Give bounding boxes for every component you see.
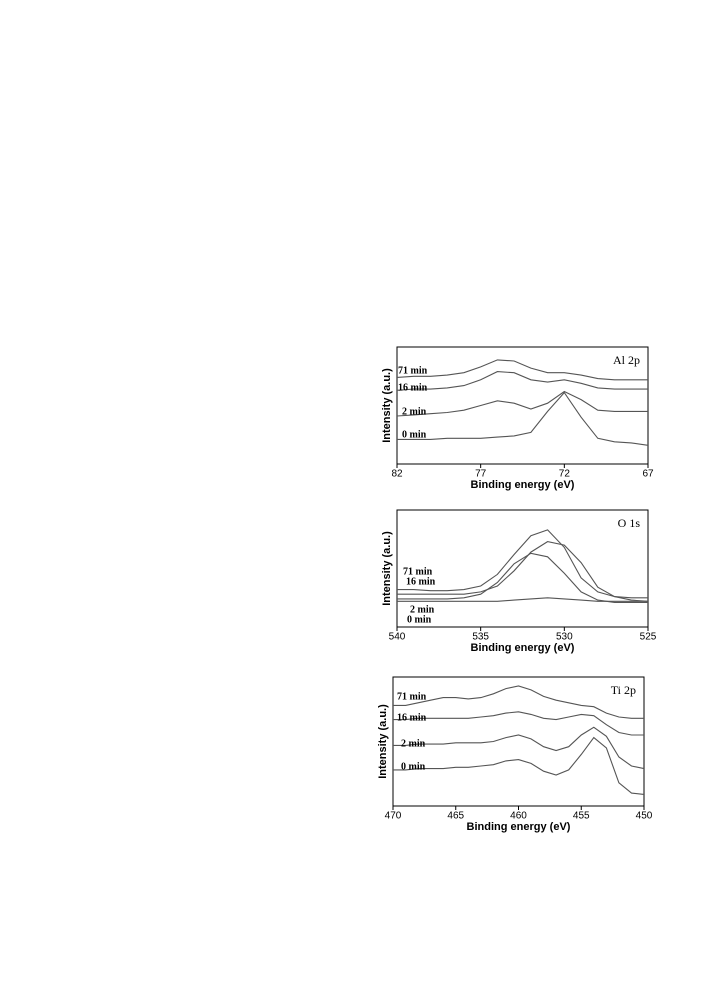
x-tick-label: 525 xyxy=(640,632,657,643)
x-axis-label: Binding energy (eV) xyxy=(471,642,575,654)
x-tick-label: 72 xyxy=(559,469,571,480)
curve-label: 2 min xyxy=(402,406,427,417)
plot-frame xyxy=(396,509,649,628)
x-tick-label: 82 xyxy=(391,469,403,480)
x-tick-label: 470 xyxy=(385,811,402,822)
curve-label: 16 min xyxy=(406,576,436,587)
plot-frame xyxy=(396,346,649,465)
curve-label: 71 min xyxy=(398,365,428,376)
curve-label: 71 min xyxy=(403,566,433,577)
curve-label: 2 min xyxy=(401,738,426,749)
curve-label: 0 min xyxy=(402,429,427,440)
x-tick-label: 77 xyxy=(475,469,487,480)
x-tick-label: 460 xyxy=(510,811,527,822)
spectrum-line xyxy=(393,711,644,736)
spectrum-line xyxy=(396,371,648,391)
spectrum-line xyxy=(393,726,645,770)
spectrum-line xyxy=(393,736,645,795)
spectrum-line xyxy=(397,541,649,602)
spectrum-line xyxy=(397,529,648,599)
x-tick-label: 465 xyxy=(447,811,464,822)
x-tick-label: 67 xyxy=(642,469,654,480)
x-tick-label: 540 xyxy=(389,632,406,643)
y-axis-label: Intensity (a.u.) xyxy=(381,368,393,443)
curve-label: 16 min xyxy=(397,712,427,723)
spectrum-line xyxy=(397,391,649,446)
y-axis-label: Intensity (a.u.) xyxy=(377,704,389,779)
spectrum-line xyxy=(393,685,644,719)
plot-frame xyxy=(392,676,645,807)
chart-title: Al 2p xyxy=(613,353,640,367)
curve-label: 0 min xyxy=(401,761,426,772)
x-tick-label: 455 xyxy=(573,811,590,822)
chart-title: Ti 2p xyxy=(611,683,636,697)
curve-label: 16 min xyxy=(398,382,428,393)
spectrum-line xyxy=(396,359,648,381)
y-axis-label: Intensity (a.u.) xyxy=(381,531,393,606)
spectrum-line xyxy=(397,597,648,602)
x-tick-label: 535 xyxy=(472,632,489,643)
x-axis-label: Binding energy (eV) xyxy=(467,821,571,833)
spectrum-line xyxy=(396,390,648,417)
curve-label: 0 min xyxy=(407,614,432,625)
chart-title: O 1s xyxy=(618,516,641,530)
curve-label: 71 min xyxy=(397,691,427,702)
curve-label: 2 min xyxy=(410,604,435,615)
x-tick-label: 530 xyxy=(556,632,573,643)
x-tick-label: 450 xyxy=(636,811,653,822)
x-axis-label: Binding energy (eV) xyxy=(471,479,575,491)
